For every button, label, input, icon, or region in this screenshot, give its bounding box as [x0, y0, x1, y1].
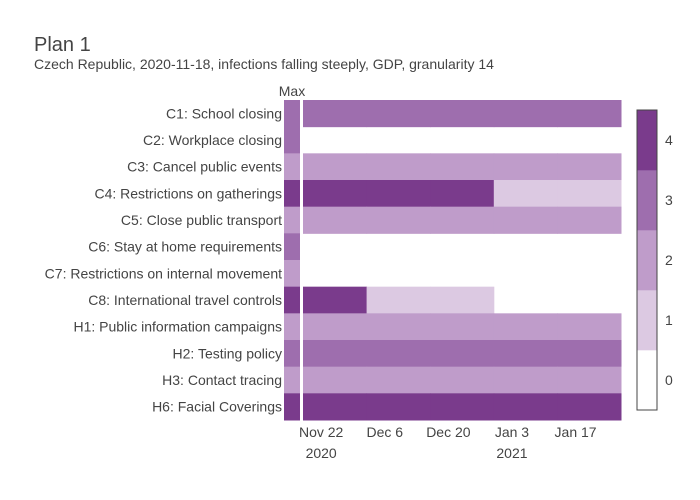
row-label: C2: Workplace closing	[143, 132, 282, 148]
colorbar-tick-label: 2	[665, 252, 673, 268]
max-cell	[284, 393, 300, 421]
row-label: C1: School closing	[166, 105, 282, 121]
max-cell	[284, 313, 300, 341]
colorbar-segment	[637, 230, 657, 291]
row-label: H6: Facial Coverings	[152, 399, 282, 415]
heatmap-cell	[557, 393, 622, 421]
heatmap-cell	[493, 153, 558, 181]
heatmap-cell	[303, 206, 368, 234]
heatmap-cell	[493, 340, 558, 368]
row-label: H1: Public information campaigns	[73, 319, 282, 335]
x-tick-label: Jan 17	[555, 424, 597, 440]
heatmap-cell	[493, 366, 558, 394]
heatmap-cell	[366, 100, 431, 128]
heatmap-cell	[430, 206, 495, 234]
max-cell	[284, 260, 300, 288]
heatmap-cell	[430, 180, 495, 208]
colorbar-tick-label: 3	[665, 192, 673, 208]
colorbar-tick-label: 0	[665, 372, 673, 388]
chart-subtitle: Czech Republic, 2020-11-18, infections f…	[34, 56, 494, 72]
max-cell	[284, 366, 300, 394]
heatmap-cell	[303, 180, 368, 208]
x-tick-label: Dec 20	[426, 424, 471, 440]
heatmap-cell	[303, 393, 368, 421]
colorbar-outline	[636, 109, 658, 411]
heatmap-cell	[493, 180, 558, 208]
x-tick-year-label: 2020	[306, 445, 337, 461]
heatmap-cell	[493, 393, 558, 421]
heatmap-cell	[366, 366, 431, 394]
heatmap-cell	[303, 100, 368, 128]
x-tick-label: Nov 22	[299, 424, 344, 440]
x-tick-label: Jan 3	[495, 424, 529, 440]
heatmap-cell	[366, 286, 431, 314]
heatmap-cell	[430, 393, 495, 421]
colorbar-tick-label: 1	[665, 312, 673, 328]
max-cell	[284, 340, 300, 368]
colorbar-segment	[637, 350, 657, 411]
max-cell	[284, 180, 300, 208]
colorbar-segment	[637, 290, 657, 351]
colorbar-segment	[637, 170, 657, 231]
row-label: C7: Restrictions on internal movement	[45, 265, 282, 281]
row-label: H2: Testing policy	[173, 345, 282, 361]
heatmap-cell	[430, 366, 495, 394]
heatmap-cell	[366, 180, 431, 208]
heatmap-cell	[430, 313, 495, 341]
x-axis-ticks: Nov 22 2020 Dec 6 Dec 20 Jan 3 2021 Jan 17	[299, 424, 597, 461]
row-label: C3: Cancel public events	[127, 159, 282, 175]
heatmap-cell	[493, 313, 558, 341]
heatmap-cell	[430, 153, 495, 181]
heatmap-cell	[366, 153, 431, 181]
max-cell	[284, 233, 300, 261]
heatmap-cell	[493, 206, 558, 234]
row-label: C8: International travel controls	[88, 292, 282, 308]
heatmap-cell	[366, 206, 431, 234]
heatmap-cell	[303, 286, 368, 314]
heatmap-cell	[303, 313, 368, 341]
heatmap-cell	[493, 100, 558, 128]
heatmap-cell	[366, 340, 431, 368]
max-cell	[284, 126, 300, 154]
max-cell	[284, 100, 300, 128]
heatmap-cells	[303, 100, 622, 421]
colorbar-segment	[637, 110, 657, 171]
max-column	[284, 100, 300, 421]
heatmap-cell	[366, 313, 431, 341]
heatmap-cell	[557, 366, 622, 394]
heatmap-cell	[430, 340, 495, 368]
heatmap-cell	[557, 313, 622, 341]
heatmap-cell	[557, 206, 622, 234]
row-label: C4: Restrictions on gatherings	[94, 185, 282, 201]
colorbar-tick-label: 4	[665, 132, 673, 148]
heatmap-cell	[430, 286, 495, 314]
x-tick-label: Dec 6	[366, 424, 403, 440]
max-cell	[284, 153, 300, 181]
heatmap-cell	[303, 153, 368, 181]
chart-title: Plan 1	[34, 34, 91, 56]
row-label: H3: Contact tracing	[162, 372, 282, 388]
heatmap-cell	[303, 340, 368, 368]
heatmap-cell	[303, 366, 368, 394]
heatmap-cell	[557, 100, 622, 128]
row-labels: C1: School closing C2: Workplace closing C…	[45, 105, 282, 414]
x-tick-year-label: 2021	[496, 445, 527, 461]
heatmap-cell	[430, 100, 495, 128]
heatmap-cell	[557, 340, 622, 368]
row-label: C5: Close public transport	[121, 212, 282, 228]
max-cell	[284, 286, 300, 314]
max-column-label: Max	[279, 83, 305, 99]
heatmap-cell	[557, 153, 622, 181]
heatmap-cell	[366, 393, 431, 421]
heatmap-cell	[557, 180, 622, 208]
row-label: C6: Stay at home requirements	[88, 239, 282, 255]
colorbar: 0 1 2 3 4	[636, 109, 673, 411]
max-cell	[284, 206, 300, 234]
